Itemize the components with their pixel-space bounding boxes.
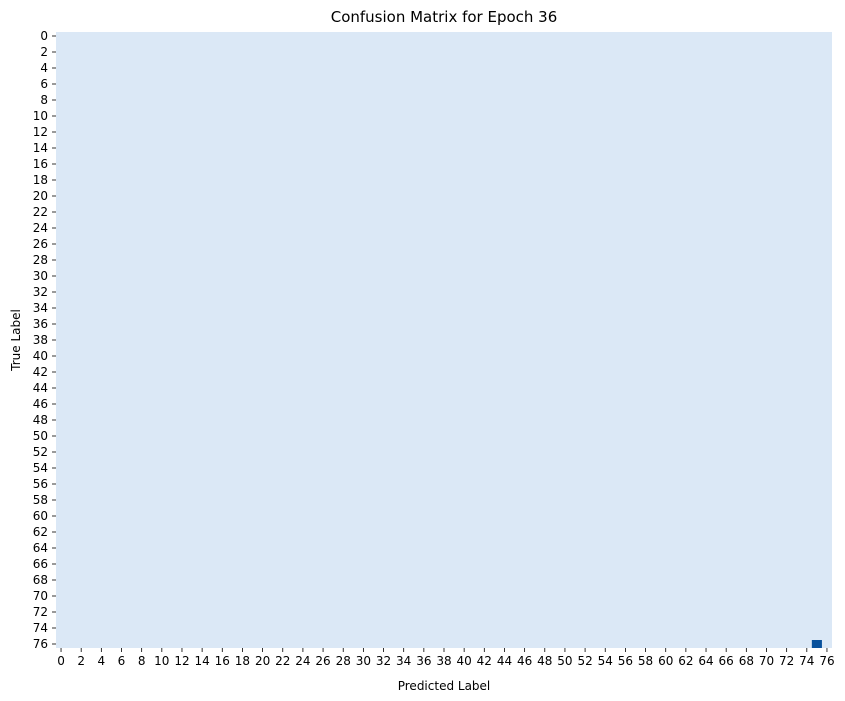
y-tick-label: 4 — [40, 61, 48, 75]
y-tick-label: 70 — [33, 589, 48, 603]
x-tick-label: 64 — [698, 654, 713, 668]
y-tick-label: 12 — [33, 125, 48, 139]
x-tick-label: 60 — [658, 654, 673, 668]
x-tick-label: 58 — [638, 654, 653, 668]
x-tick-label: 16 — [215, 654, 230, 668]
x-tick-label: 44 — [497, 654, 512, 668]
x-tick-label: 36 — [416, 654, 431, 668]
x-tick-label: 66 — [719, 654, 734, 668]
y-tick-label: 0 — [40, 29, 48, 43]
x-tick-label: 10 — [154, 654, 169, 668]
x-tick-label: 46 — [517, 654, 532, 668]
heatmap-background — [56, 32, 832, 648]
y-tick-label: 46 — [33, 397, 48, 411]
x-tick-label: 30 — [356, 654, 371, 668]
y-tick-label: 24 — [33, 221, 48, 235]
y-tick-label: 30 — [33, 269, 48, 283]
x-tick-label: 68 — [739, 654, 754, 668]
x-tick-label: 54 — [598, 654, 613, 668]
y-tick-label: 44 — [33, 381, 48, 395]
y-axis-label: True Label — [9, 309, 23, 372]
y-tick-label: 2 — [40, 45, 48, 59]
x-tick-label: 48 — [537, 654, 552, 668]
x-tick-label: 42 — [477, 654, 492, 668]
y-tick-label: 38 — [33, 333, 48, 347]
x-tick-label: 74 — [799, 654, 814, 668]
x-tick-label: 38 — [436, 654, 451, 668]
y-tick-label: 20 — [33, 189, 48, 203]
x-tick-label: 2 — [77, 654, 85, 668]
y-tick-label: 8 — [40, 93, 48, 107]
y-tick-label: 40 — [33, 349, 48, 363]
y-tick-label: 56 — [33, 477, 48, 491]
x-tick-label: 76 — [819, 654, 834, 668]
x-tick-label: 0 — [57, 654, 65, 668]
x-tick-label: 18 — [235, 654, 250, 668]
y-tick-label: 34 — [33, 301, 48, 315]
y-tick-label: 52 — [33, 445, 48, 459]
x-axis-ticks: 0 2 4 6 8 10 12 14 16 18 20 22 24 26 28 30 32 34 36 38 40 42 4… — [57, 648, 835, 668]
x-tick-label: 40 — [457, 654, 472, 668]
x-tick-label: 24 — [295, 654, 310, 668]
x-tick-label: 52 — [577, 654, 592, 668]
x-tick-label: 50 — [557, 654, 572, 668]
x-tick-label: 70 — [759, 654, 774, 668]
y-tick-label: 68 — [33, 573, 48, 587]
x-tick-label: 56 — [618, 654, 633, 668]
y-tick-label: 50 — [33, 429, 48, 443]
y-tick-label: 48 — [33, 413, 48, 427]
x-tick-label: 14 — [194, 654, 209, 668]
y-axis-ticks: 0246810121416182022242628303234363840424… — [33, 29, 56, 651]
y-tick-label: 42 — [33, 365, 48, 379]
x-tick-label: 20 — [255, 654, 270, 668]
y-tick-label: 54 — [33, 461, 48, 475]
y-tick-label: 10 — [33, 109, 48, 123]
x-tick-label: 28 — [336, 654, 351, 668]
x-tick-label: 62 — [678, 654, 693, 668]
y-tick-label: 32 — [33, 285, 48, 299]
x-tick-label: 32 — [376, 654, 391, 668]
y-tick-label: 58 — [33, 493, 48, 507]
y-tick-label: 26 — [33, 237, 48, 251]
y-tick-label: 14 — [33, 141, 48, 155]
x-tick-label: 12 — [174, 654, 189, 668]
x-axis-label: Predicted Label — [398, 679, 491, 693]
y-tick-label: 62 — [33, 525, 48, 539]
y-tick-label: 74 — [33, 621, 48, 635]
y-tick-label: 64 — [33, 541, 48, 555]
y-tick-label: 6 — [40, 77, 48, 91]
heatmap-cell-76-75 — [811, 640, 822, 648]
y-tick-label: 72 — [33, 605, 48, 619]
y-tick-label: 36 — [33, 317, 48, 331]
y-tick-label: 18 — [33, 173, 48, 187]
y-tick-label: 28 — [33, 253, 48, 267]
y-tick-label: 66 — [33, 557, 48, 571]
y-tick-label: 60 — [33, 509, 48, 523]
y-tick-label: 22 — [33, 205, 48, 219]
heatmap-cells — [811, 640, 822, 648]
x-tick-label: 26 — [315, 654, 330, 668]
chart-title: Confusion Matrix for Epoch 36 — [331, 8, 558, 26]
x-tick-label: 8 — [138, 654, 146, 668]
y-tick-label: 16 — [33, 157, 48, 171]
y-tick-label: 76 — [33, 637, 48, 651]
x-tick-label: 6 — [118, 654, 126, 668]
x-tick-label: 22 — [275, 654, 290, 668]
x-tick-label: 72 — [779, 654, 794, 668]
x-tick-label: 34 — [396, 654, 411, 668]
x-tick-label: 4 — [98, 654, 106, 668]
